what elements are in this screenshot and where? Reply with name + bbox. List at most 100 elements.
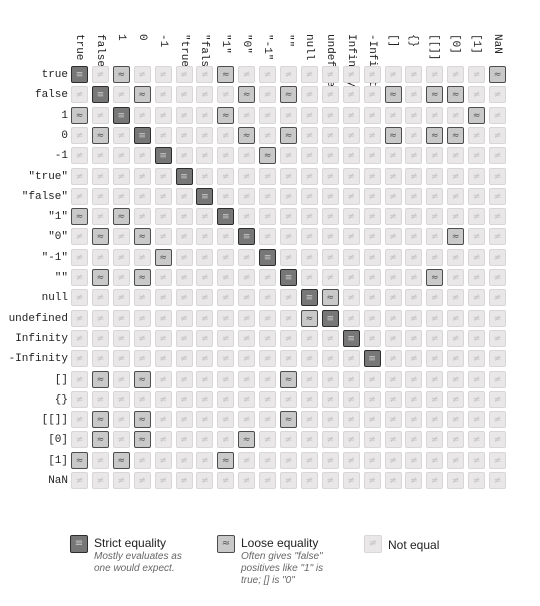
legend-strict-desc: Mostly evaluates as one would expect. [94,551,182,574]
cell-none: ≠ [112,370,130,388]
cell-none: ≠ [405,86,423,104]
cell-none: ≠ [280,106,297,124]
cell-none: ≠ [238,390,256,408]
cell-none: ≠ [363,167,381,185]
cell-none: ≠ [468,126,486,144]
cell-loose: ≈ [468,106,486,124]
cell-none: ≠ [321,106,339,124]
cell-none: ≠ [280,147,297,165]
cell-strict: ≡ [280,269,297,286]
cell-none: ≠ [280,329,297,347]
cell-none: ≠ [133,147,151,165]
cell-none: ≠ [112,431,130,449]
cell-none: ≠ [468,309,486,327]
column-label: -Infinity [365,34,378,94]
cell-none: ≠ [133,187,151,205]
cell-none: ≠ [405,187,423,205]
cell-none: ≠ [342,431,360,449]
cell-none: ≠ [280,167,297,185]
cell-none: ≠ [112,167,130,185]
cell-none: ≠ [447,167,465,185]
cell-none: ≠ [280,208,297,226]
row-label: false [34,89,68,102]
cell-none: ≠ [342,451,360,469]
cell-none: ≠ [238,248,256,266]
row-label: null [41,292,68,305]
cell-none: ≠ [112,187,130,205]
cell-loose: ≈ [280,370,297,388]
cell-none: ≠ [175,390,193,408]
cell-none: ≠ [426,248,444,266]
cell-none: ≠ [468,390,486,408]
cell-none: ≠ [384,309,402,327]
cell-none: ≠ [447,187,465,205]
cell-none: ≠ [238,350,256,368]
cell-none: ≠ [405,167,423,185]
cell-none: ≠ [217,167,235,185]
cell-none: ≠ [300,147,318,165]
cell-none: ≠ [196,431,214,449]
cell-loose: ≈ [133,86,151,104]
cell-none: ≠ [321,350,339,368]
cell-none: ≠ [259,208,277,226]
cell-none: ≠ [363,147,381,165]
cell-loose: ≈ [71,208,88,226]
cell-strict: ≡ [133,126,151,144]
cell-none: ≠ [71,86,88,104]
cell-none: ≠ [489,451,506,469]
cell-none: ≠ [154,228,172,246]
cell-strict: ≡ [342,329,360,347]
cell-none: ≠ [405,411,423,429]
cell-none: ≠ [196,472,214,489]
cell-loose: ≈ [489,66,506,83]
cell-none: ≠ [447,269,465,286]
cell-none: ≠ [468,248,486,266]
column-label: undefined [323,34,336,94]
cell-loose: ≈ [112,66,130,83]
cell-loose: ≈ [447,228,465,246]
cell-none: ≠ [468,147,486,165]
legend-none-swatch: ≠ [364,535,382,553]
cell-none: ≠ [489,309,506,327]
cell-none: ≠ [133,66,151,83]
cell-none: ≠ [342,472,360,489]
column-label: [[]] [428,34,441,61]
cell-none: ≠ [342,248,360,266]
cell-none: ≠ [112,86,130,104]
cell-none: ≠ [363,228,381,246]
cell-none: ≠ [489,208,506,226]
cell-none: ≠ [112,248,130,266]
cell-none: ≠ [71,228,88,246]
cell-none: ≠ [426,370,444,388]
cell-none: ≠ [447,350,465,368]
cell-strict: ≡ [154,147,172,165]
cell-none: ≠ [447,370,465,388]
cell-none: ≠ [133,472,151,489]
cell-loose: ≈ [91,431,109,449]
cell-none: ≠ [175,411,193,429]
cell-none: ≠ [280,451,297,469]
cell-none: ≠ [133,350,151,368]
cell-none: ≠ [71,187,88,205]
cell-none: ≠ [196,248,214,266]
cell-none: ≠ [489,147,506,165]
legend-loose-desc: Often gives "false" positives like "1" i… [241,551,324,586]
cell-none: ≠ [217,411,235,429]
cell-none: ≠ [384,411,402,429]
cell-none: ≠ [259,269,277,286]
cell-none: ≠ [154,208,172,226]
cell-loose: ≈ [280,411,297,429]
cell-none: ≠ [91,451,109,469]
cell-none: ≠ [426,350,444,368]
cell-none: ≠ [91,147,109,165]
cell-none: ≠ [384,472,402,489]
cell-none: ≠ [426,431,444,449]
cell-loose: ≈ [91,126,109,144]
cell-loose: ≈ [217,106,235,124]
cell-none: ≠ [363,208,381,226]
row-label: "false" [21,190,68,203]
cell-none: ≠ [363,289,381,307]
cell-none: ≠ [342,66,360,83]
cell-none: ≠ [321,472,339,489]
